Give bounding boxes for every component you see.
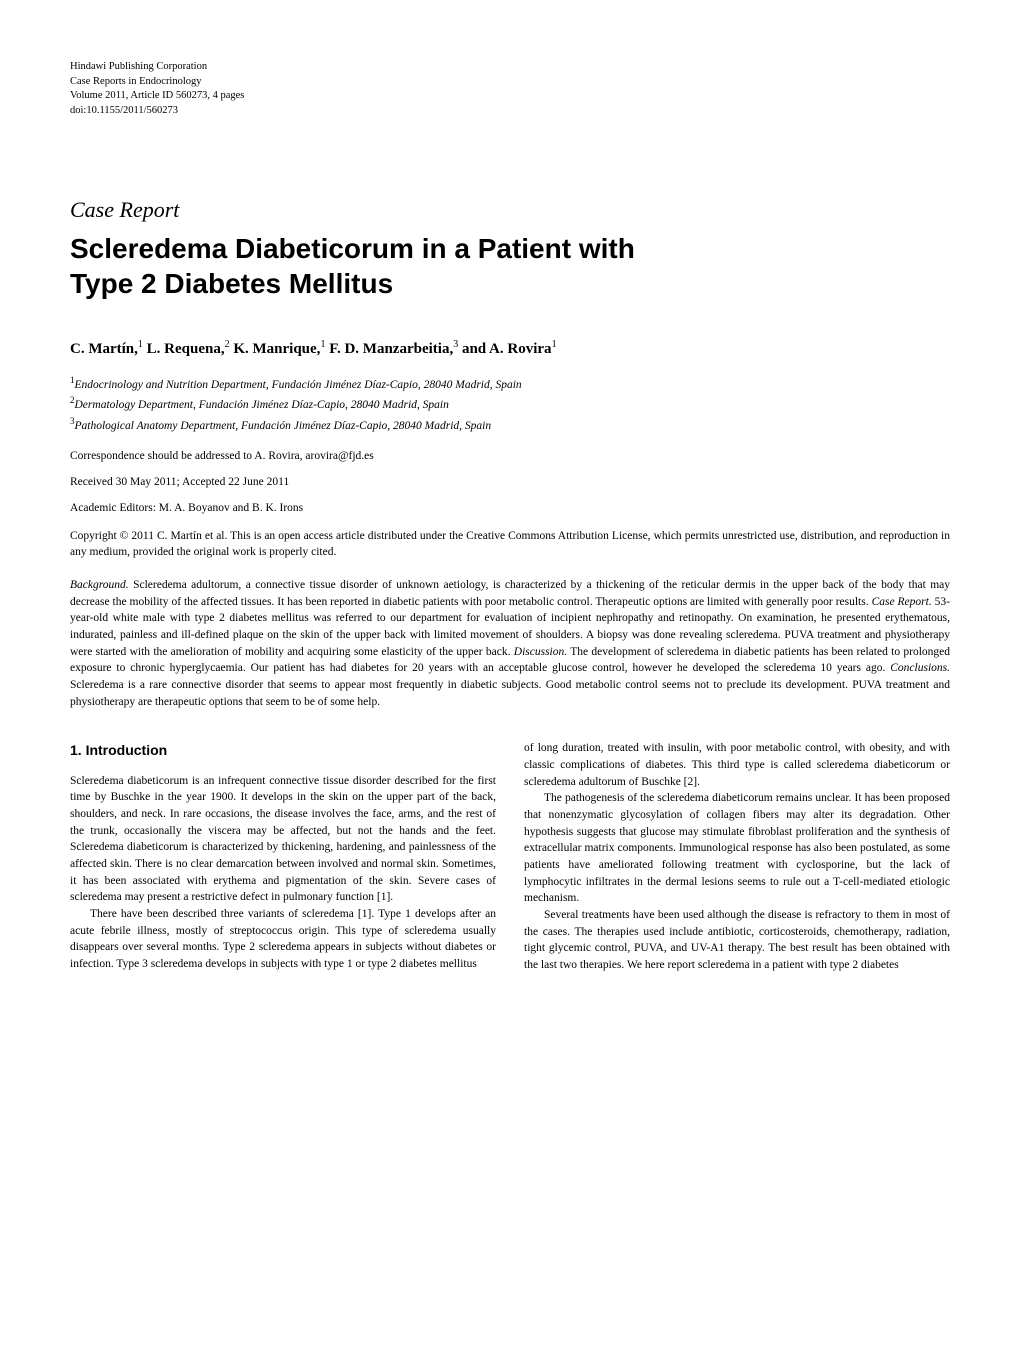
dates: Received 30 May 2011; Accepted 22 June 2… xyxy=(70,476,950,488)
journal-info: Hindawi Publishing Corporation Case Repo… xyxy=(70,60,950,119)
article-type: Case Report xyxy=(70,197,950,223)
abstract-background-label: Background. xyxy=(70,579,129,591)
copyright: Copyright © 2011 C. Martín et al. This i… xyxy=(70,528,950,561)
affiliation-1-text: Endocrinology and Nutrition Department, … xyxy=(75,379,522,391)
abstract: Background. Scleredema adultorum, a conn… xyxy=(70,577,950,710)
col2-paragraph-1: of long duration, treated with insulin, … xyxy=(524,740,950,790)
affiliation-3-text: Pathological Anatomy Department, Fundaci… xyxy=(75,420,492,432)
col2-paragraph-2: The pathogenesis of the scleredema diabe… xyxy=(524,790,950,907)
correspondence: Correspondence should be addressed to A.… xyxy=(70,450,950,462)
affiliation-2: 2Dermatology Department, Fundación Jimén… xyxy=(70,394,950,415)
body-columns: 1. Introduction Scleredema diabeticorum … xyxy=(70,740,950,973)
authors: C. Martín,1 L. Requena,2 K. Manrique,1 F… xyxy=(70,339,950,358)
journal-name: Case Reports in Endocrinology xyxy=(70,75,950,90)
abstract-conclusions-text: Scleredema is a rare connective disorder… xyxy=(70,679,950,708)
title-line-2: Type 2 Diabetes Mellitus xyxy=(70,268,393,299)
affiliations: 1Endocrinology and Nutrition Department,… xyxy=(70,374,950,436)
affiliation-1: 1Endocrinology and Nutrition Department,… xyxy=(70,374,950,395)
affiliation-2-text: Dermatology Department, Fundación Jiméne… xyxy=(75,399,449,411)
intro-heading: 1. Introduction xyxy=(70,740,496,760)
column-right: of long duration, treated with insulin, … xyxy=(524,740,950,973)
article-title: Scleredema Diabeticorum in a Patient wit… xyxy=(70,231,950,301)
academic-editors: Academic Editors: M. A. Boyanov and B. K… xyxy=(70,502,950,514)
abstract-discussion-label: Discussion. xyxy=(514,646,567,658)
abstract-background-text: Scleredema adultorum, a connective tissu… xyxy=(70,579,950,608)
doi: doi:10.1155/2011/560273 xyxy=(70,104,950,119)
title-line-1: Scleredema Diabeticorum in a Patient wit… xyxy=(70,233,635,264)
abstract-conclusions-label: Conclusions. xyxy=(890,662,950,674)
publisher: Hindawi Publishing Corporation xyxy=(70,60,950,75)
col1-paragraph-1: Scleredema diabeticorum is an infrequent… xyxy=(70,773,496,906)
abstract-case-label: Case Report. xyxy=(872,596,932,608)
col2-paragraph-3: Several treatments have been used althou… xyxy=(524,907,950,974)
column-left: 1. Introduction Scleredema diabeticorum … xyxy=(70,740,496,973)
volume-info: Volume 2011, Article ID 560273, 4 pages xyxy=(70,89,950,104)
affiliation-3: 3Pathological Anatomy Department, Fundac… xyxy=(70,415,950,436)
col1-paragraph-2: There have been described three variants… xyxy=(70,906,496,973)
